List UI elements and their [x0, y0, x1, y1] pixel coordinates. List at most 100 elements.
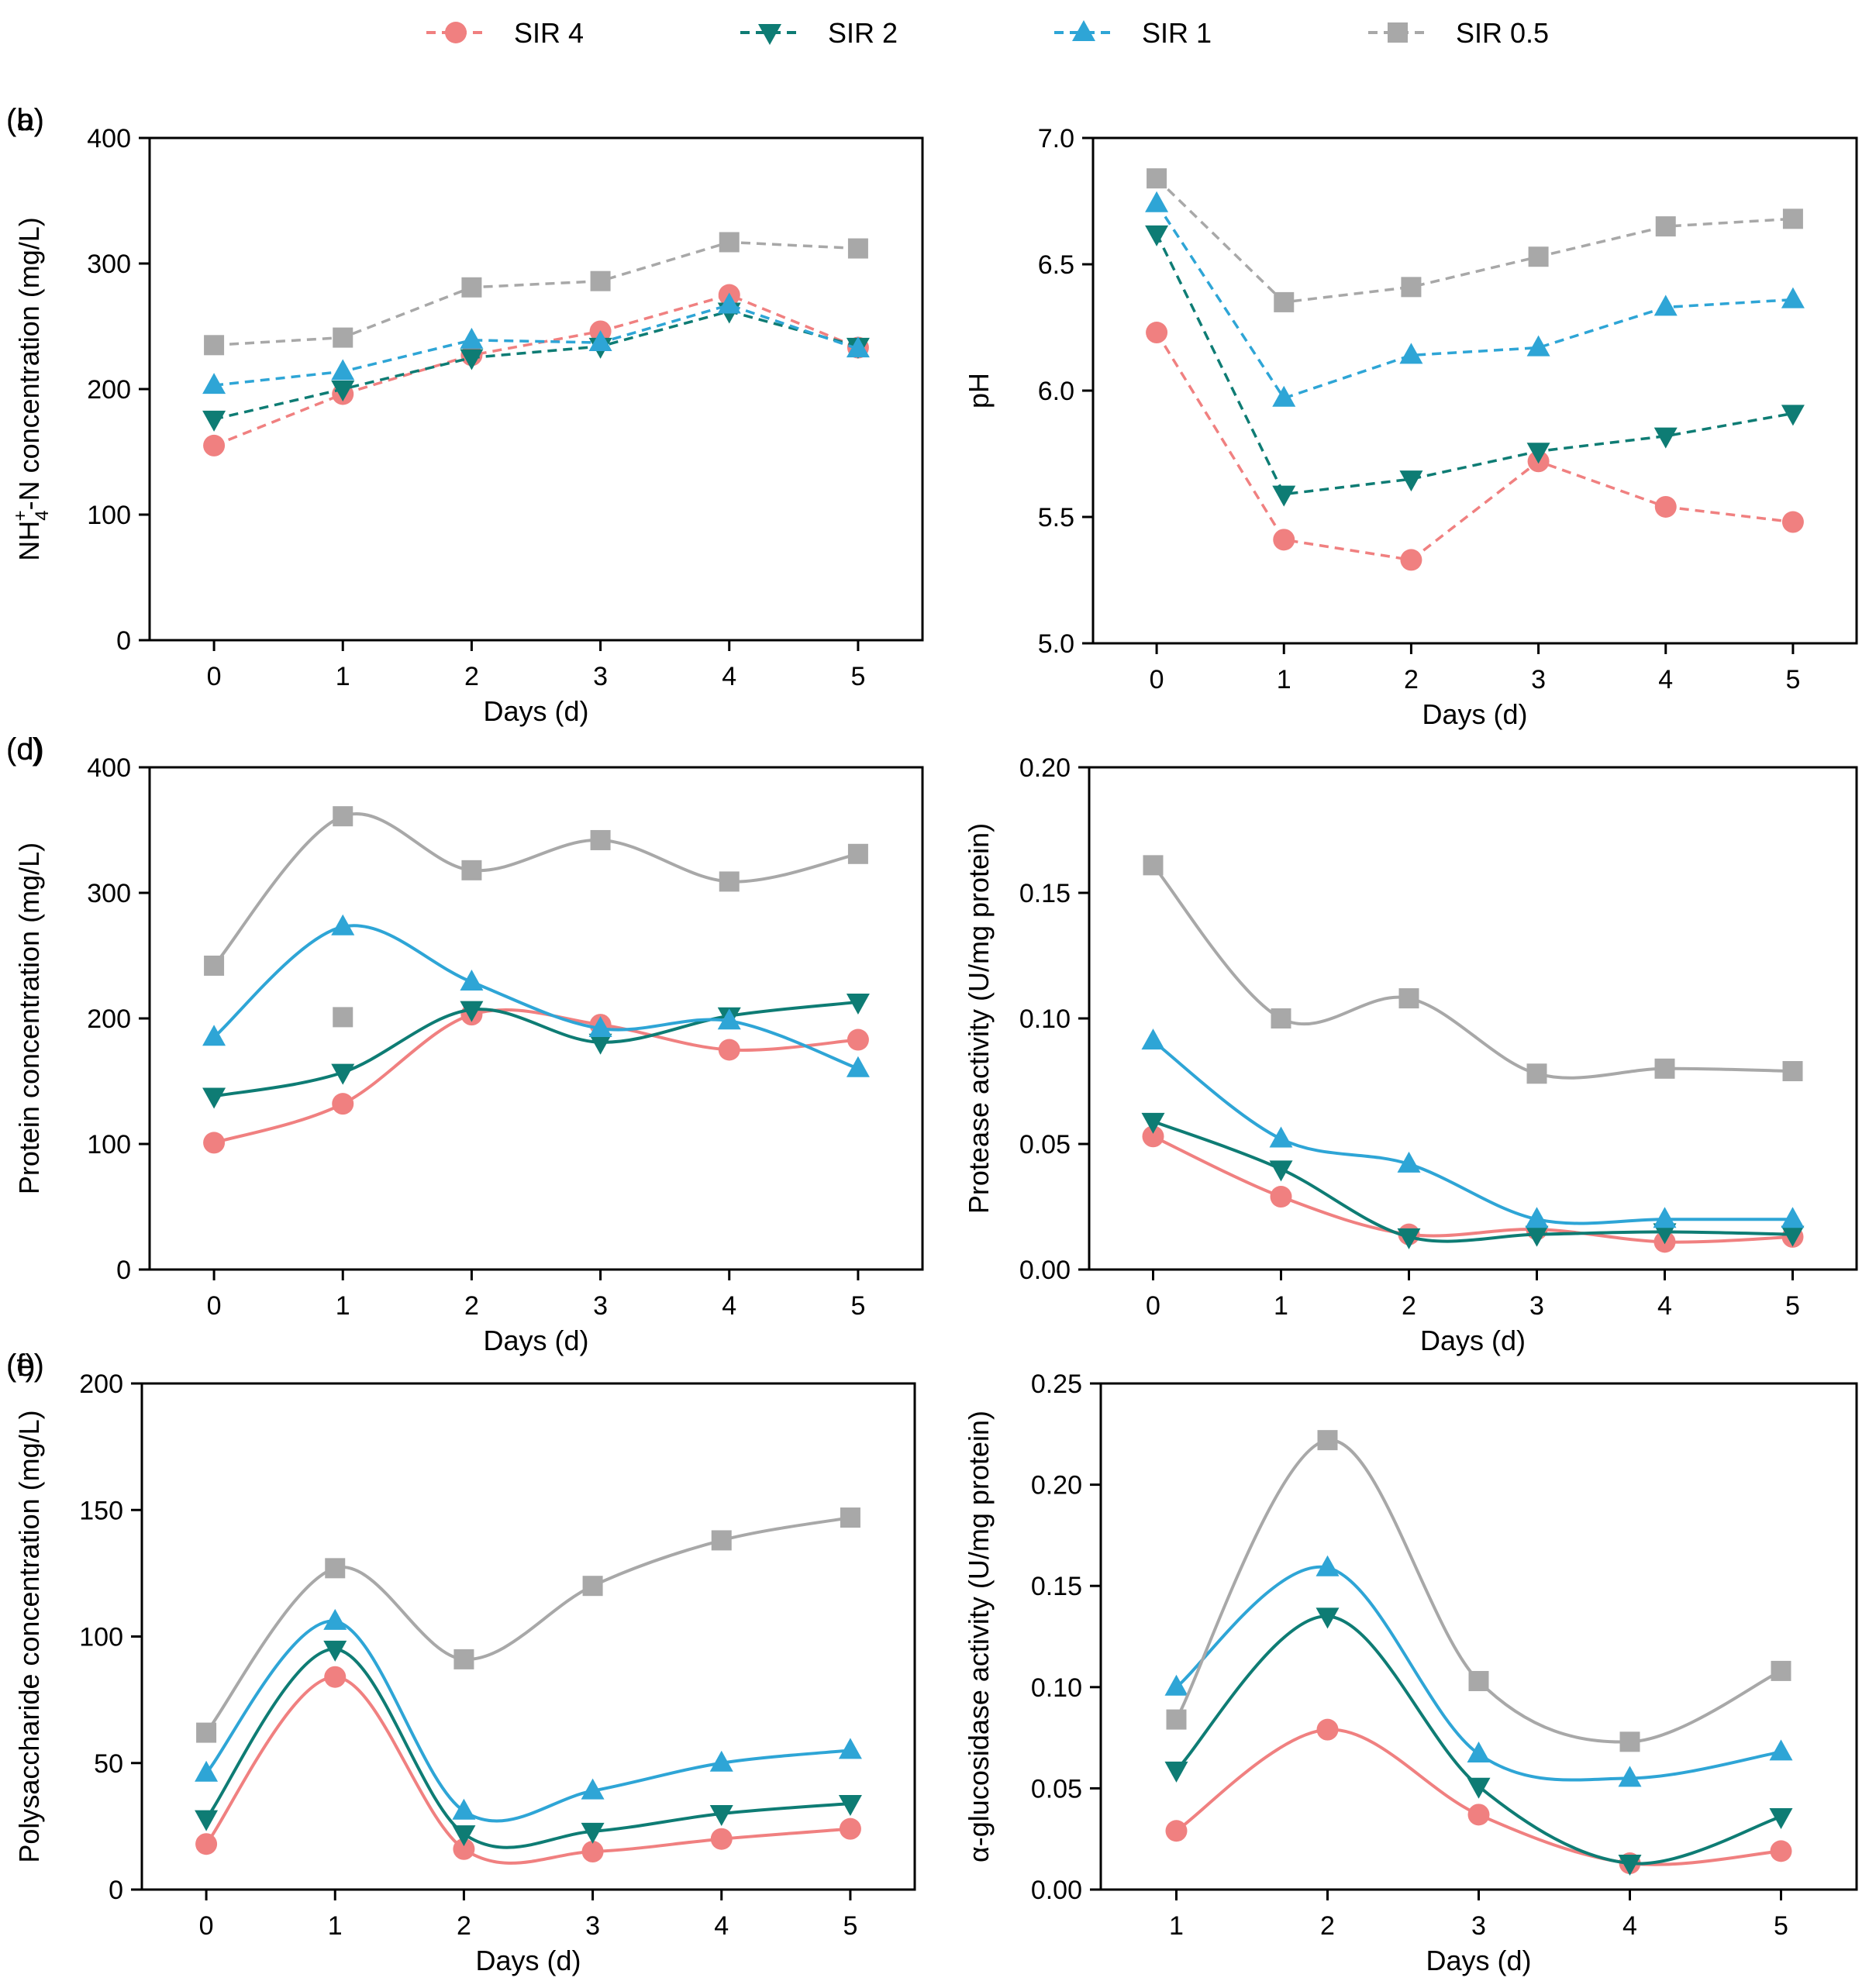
x-axis-label: Days (d) [1426, 1945, 1531, 1976]
data-point [460, 327, 484, 349]
x-tick-label: 4 [722, 1291, 736, 1321]
legend-marker [758, 24, 781, 45]
series-sir-0.5 [1166, 1430, 1791, 1752]
data-point [1401, 277, 1422, 298]
x-tick-label: 0 [1146, 1291, 1160, 1321]
data-point [1770, 1840, 1792, 1862]
data-point [1781, 1207, 1805, 1228]
x-tick-label: 0 [1150, 665, 1164, 694]
data-point [1165, 1820, 1188, 1842]
x-tick-label: 1 [336, 662, 350, 691]
series-sir-4 [203, 1004, 869, 1154]
data-point [718, 1039, 740, 1061]
data-point [1399, 470, 1423, 492]
data-point [202, 373, 226, 394]
data-point [1145, 191, 1169, 212]
series-line [205, 1619, 851, 1823]
y-tick-label: 0.10 [1019, 1004, 1071, 1034]
legend-marker [1388, 22, 1408, 43]
data-point [195, 1760, 219, 1782]
data-point [1141, 1112, 1165, 1134]
data-point [203, 1132, 226, 1154]
x-tick-label: 5 [843, 1911, 857, 1941]
data-point [1146, 322, 1168, 344]
y-tick-label: 0 [116, 626, 131, 656]
panel-label: (e) [6, 1349, 44, 1383]
series-sir-2 [195, 1640, 862, 1849]
series-line [1155, 177, 1794, 304]
series-line [213, 303, 859, 387]
data-point [460, 349, 484, 370]
data-point [1619, 1731, 1640, 1752]
data-point [1400, 549, 1422, 571]
y-tick-label: 300 [87, 879, 131, 908]
x-tick-label: 3 [1471, 1911, 1486, 1941]
x-tick-label: 5 [850, 662, 865, 691]
data-point [1525, 1207, 1549, 1228]
series-sir-1 [202, 914, 870, 1077]
series-sir-2 [1141, 1112, 1805, 1249]
panel-f: (f) 0.00 0.05 0.10 0.15 0.20 0.25 1 2 3 4 5 Days (d)… [6, 1349, 1858, 1976]
y-tick-label: 400 [87, 124, 131, 153]
data-point [1269, 1126, 1293, 1148]
data-point [1467, 1741, 1491, 1762]
data-point [195, 1833, 218, 1855]
data-point [1272, 485, 1296, 507]
data-point [1526, 335, 1550, 357]
y-tick-label: 100 [79, 1623, 123, 1652]
legend-label: SIR 2 [828, 17, 898, 49]
data-point [1142, 1125, 1164, 1148]
data-point [1147, 168, 1167, 189]
y-tick-label: 0.15 [1031, 1572, 1082, 1601]
data-point [323, 1640, 347, 1662]
x-tick-label: 2 [464, 1291, 479, 1321]
y-tick-label: 5.0 [1038, 629, 1074, 659]
series-line [205, 1675, 851, 1865]
data-point [204, 335, 225, 356]
data-point [1769, 1807, 1793, 1829]
legend-entry-sir-1: SIR 1 [1054, 17, 1212, 49]
data-point [333, 806, 353, 827]
series-line [213, 240, 859, 347]
data-point [1272, 385, 1296, 407]
data-point [452, 1798, 476, 1820]
x-tick-label: 1 [328, 1911, 343, 1941]
x-tick-label: 3 [1531, 665, 1546, 694]
series-sir-1 [1141, 1028, 1805, 1228]
data-point [847, 843, 868, 864]
data-point [204, 955, 225, 976]
data-point [1397, 1228, 1421, 1249]
data-point [1398, 988, 1419, 1009]
y-tick-label: 100 [87, 501, 131, 530]
data-point [1781, 511, 1804, 533]
series-sir-0.5 [204, 806, 868, 976]
data-point [331, 359, 355, 381]
data-point [581, 1822, 605, 1844]
data-point [1143, 855, 1164, 876]
y-tick-label: 0.00 [1019, 1256, 1071, 1285]
data-point [1526, 1063, 1547, 1084]
data-point [588, 1033, 612, 1055]
plot-frame [148, 136, 924, 642]
panel-label: (f) [6, 1349, 36, 1383]
x-tick-label: 4 [1622, 1911, 1637, 1941]
y-tick-label: 5.5 [1038, 503, 1074, 532]
data-point [710, 1828, 733, 1850]
panel-label: (d) [6, 732, 44, 767]
x-tick-label: 1 [1169, 1911, 1184, 1941]
data-point [717, 292, 741, 314]
series-sir-4 [203, 284, 869, 457]
x-tick-label: 4 [722, 662, 736, 691]
x-axis-label: Days (d) [483, 695, 588, 727]
data-point [1654, 1058, 1675, 1079]
series-sir-2 [1164, 1607, 1793, 1876]
x-tick-label: 2 [1320, 1911, 1335, 1941]
series-line [213, 1000, 859, 1098]
data-point [1316, 1718, 1339, 1741]
y-tick-label: 300 [87, 250, 131, 279]
panel-label: (c) [6, 732, 43, 767]
series-sir-4 [195, 1666, 861, 1865]
data-point [1164, 1674, 1188, 1696]
x-tick-label: 1 [1277, 665, 1291, 694]
data-point [202, 410, 226, 432]
